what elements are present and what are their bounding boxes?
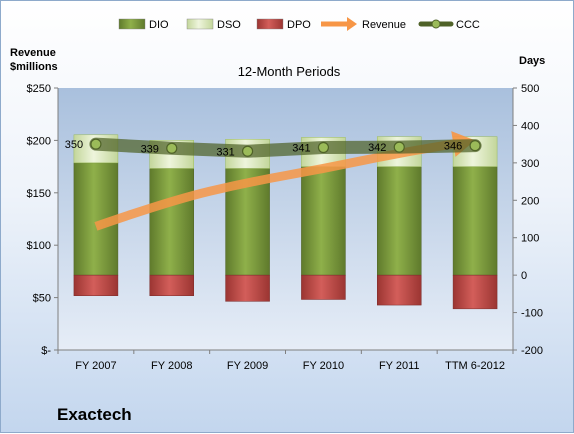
dpo-bar (452, 274, 498, 310)
bars-group (73, 134, 498, 310)
right-tick-label: -200 (521, 345, 543, 357)
dpo-bar (149, 274, 194, 296)
x-tick-label: FY 2011 (379, 360, 420, 372)
plot-area (58, 88, 513, 350)
ccc-data-label: 342 (368, 142, 386, 154)
ccc-marker (241, 145, 254, 157)
right-axis-title: Days (519, 55, 545, 67)
legend-swatch-dso (186, 18, 214, 30)
revenue-line (94, 139, 455, 231)
dio-bar (452, 166, 498, 276)
ccc-marker (393, 141, 405, 153)
legend-label-dio: DIO (149, 19, 169, 31)
dio-bar (149, 168, 194, 276)
ccc-data-label: 346 (444, 141, 462, 153)
ccc-marker (166, 142, 178, 154)
ccc-data-label: 341 (292, 143, 310, 155)
ccc-series: 350 339 331 341 342 346 (65, 137, 482, 158)
left-axis-title-line2: $millions (10, 61, 58, 73)
right-tick-label: 100 (521, 233, 539, 245)
dio-bar (377, 166, 422, 276)
dpo-bar (377, 274, 422, 306)
dpo-bar (225, 274, 270, 302)
axes-group: $- $50 $100 $150 $200 $250 -200 -100 0 100 200 300 4… (27, 83, 544, 372)
dio-bar (301, 166, 346, 276)
legend-swatch-dpo (256, 18, 284, 30)
x-tick-label: TTM 6-2012 (445, 360, 505, 372)
company-name: Exactech (57, 405, 132, 424)
right-tick-label: -100 (521, 308, 543, 320)
ccc-marker (469, 140, 481, 152)
left-tick-label: $200 (27, 135, 51, 147)
ccc-marker (317, 141, 330, 154)
ccc-data-label: 339 (141, 143, 159, 155)
ccc-data-label: 350 (65, 139, 83, 151)
right-tick-label: 300 (521, 158, 539, 170)
left-tick-label: $- (41, 345, 51, 357)
dpo-bar (301, 274, 346, 300)
right-tick-label: 400 (521, 120, 539, 132)
left-tick-label: $150 (27, 188, 51, 200)
legend-arrowhead-revenue (347, 17, 357, 31)
x-tick-label: FY 2007 (75, 360, 116, 372)
ccc-marker (90, 138, 102, 150)
legend-label-dpo: DPO (287, 19, 311, 31)
ccc-line (89, 137, 482, 158)
left-tick-label: $100 (27, 240, 51, 252)
right-tick-label: 0 (521, 270, 527, 282)
x-tick-label: FY 2010 (303, 360, 344, 372)
right-tick-label: 200 (521, 195, 539, 207)
legend-label-revenue: Revenue (362, 19, 406, 31)
x-tick-label: FY 2009 (227, 360, 268, 372)
chart-title: 12-Month Periods (238, 64, 341, 79)
ccc-data-label: 331 (216, 146, 234, 158)
legend: DIO DSO DPO Revenue CCC (118, 17, 480, 31)
left-axis-title-line1: Revenue (10, 47, 56, 59)
x-tick-label: FY 2008 (151, 360, 192, 372)
legend-label-dso: DSO (217, 19, 241, 31)
right-tick-label: 500 (521, 83, 539, 95)
left-tick-label: $250 (27, 83, 51, 95)
legend-swatch-dio (118, 18, 146, 30)
left-tick-label: $50 (33, 293, 51, 305)
legend-marker-ccc (431, 19, 441, 29)
dpo-bar (73, 274, 119, 296)
legend-label-ccc: CCC (456, 19, 480, 31)
